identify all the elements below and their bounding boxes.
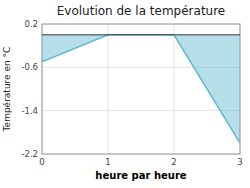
y-tick-label: 0.2 (24, 19, 38, 29)
x-tick-label: 3 (237, 157, 242, 167)
y-tick-label: -2.2 (21, 149, 38, 159)
area-group (42, 35, 240, 143)
zero-axis-line (42, 34, 240, 35)
grid-line-y (42, 110, 240, 111)
x-tick-label: 0 (39, 157, 44, 167)
x-tick-label: 2 (171, 157, 176, 167)
y-tick-label: -1.4 (21, 106, 38, 116)
y-tick-label: -0.6 (21, 62, 38, 72)
x-tick-label: 1 (105, 157, 110, 167)
grid-line-x (108, 24, 109, 154)
plot-frame (42, 24, 240, 154)
x-axis-label: heure par heure (95, 170, 186, 181)
area (42, 35, 240, 143)
y-axis-label: Température en °C (2, 47, 12, 133)
title: Evolution de la température (57, 4, 226, 18)
chart: Evolution de la température 0.2 -0.6 -1.4 -2… (0, 0, 250, 188)
line (42, 35, 240, 143)
grid-line-x (174, 24, 175, 154)
plot-area (42, 35, 240, 143)
